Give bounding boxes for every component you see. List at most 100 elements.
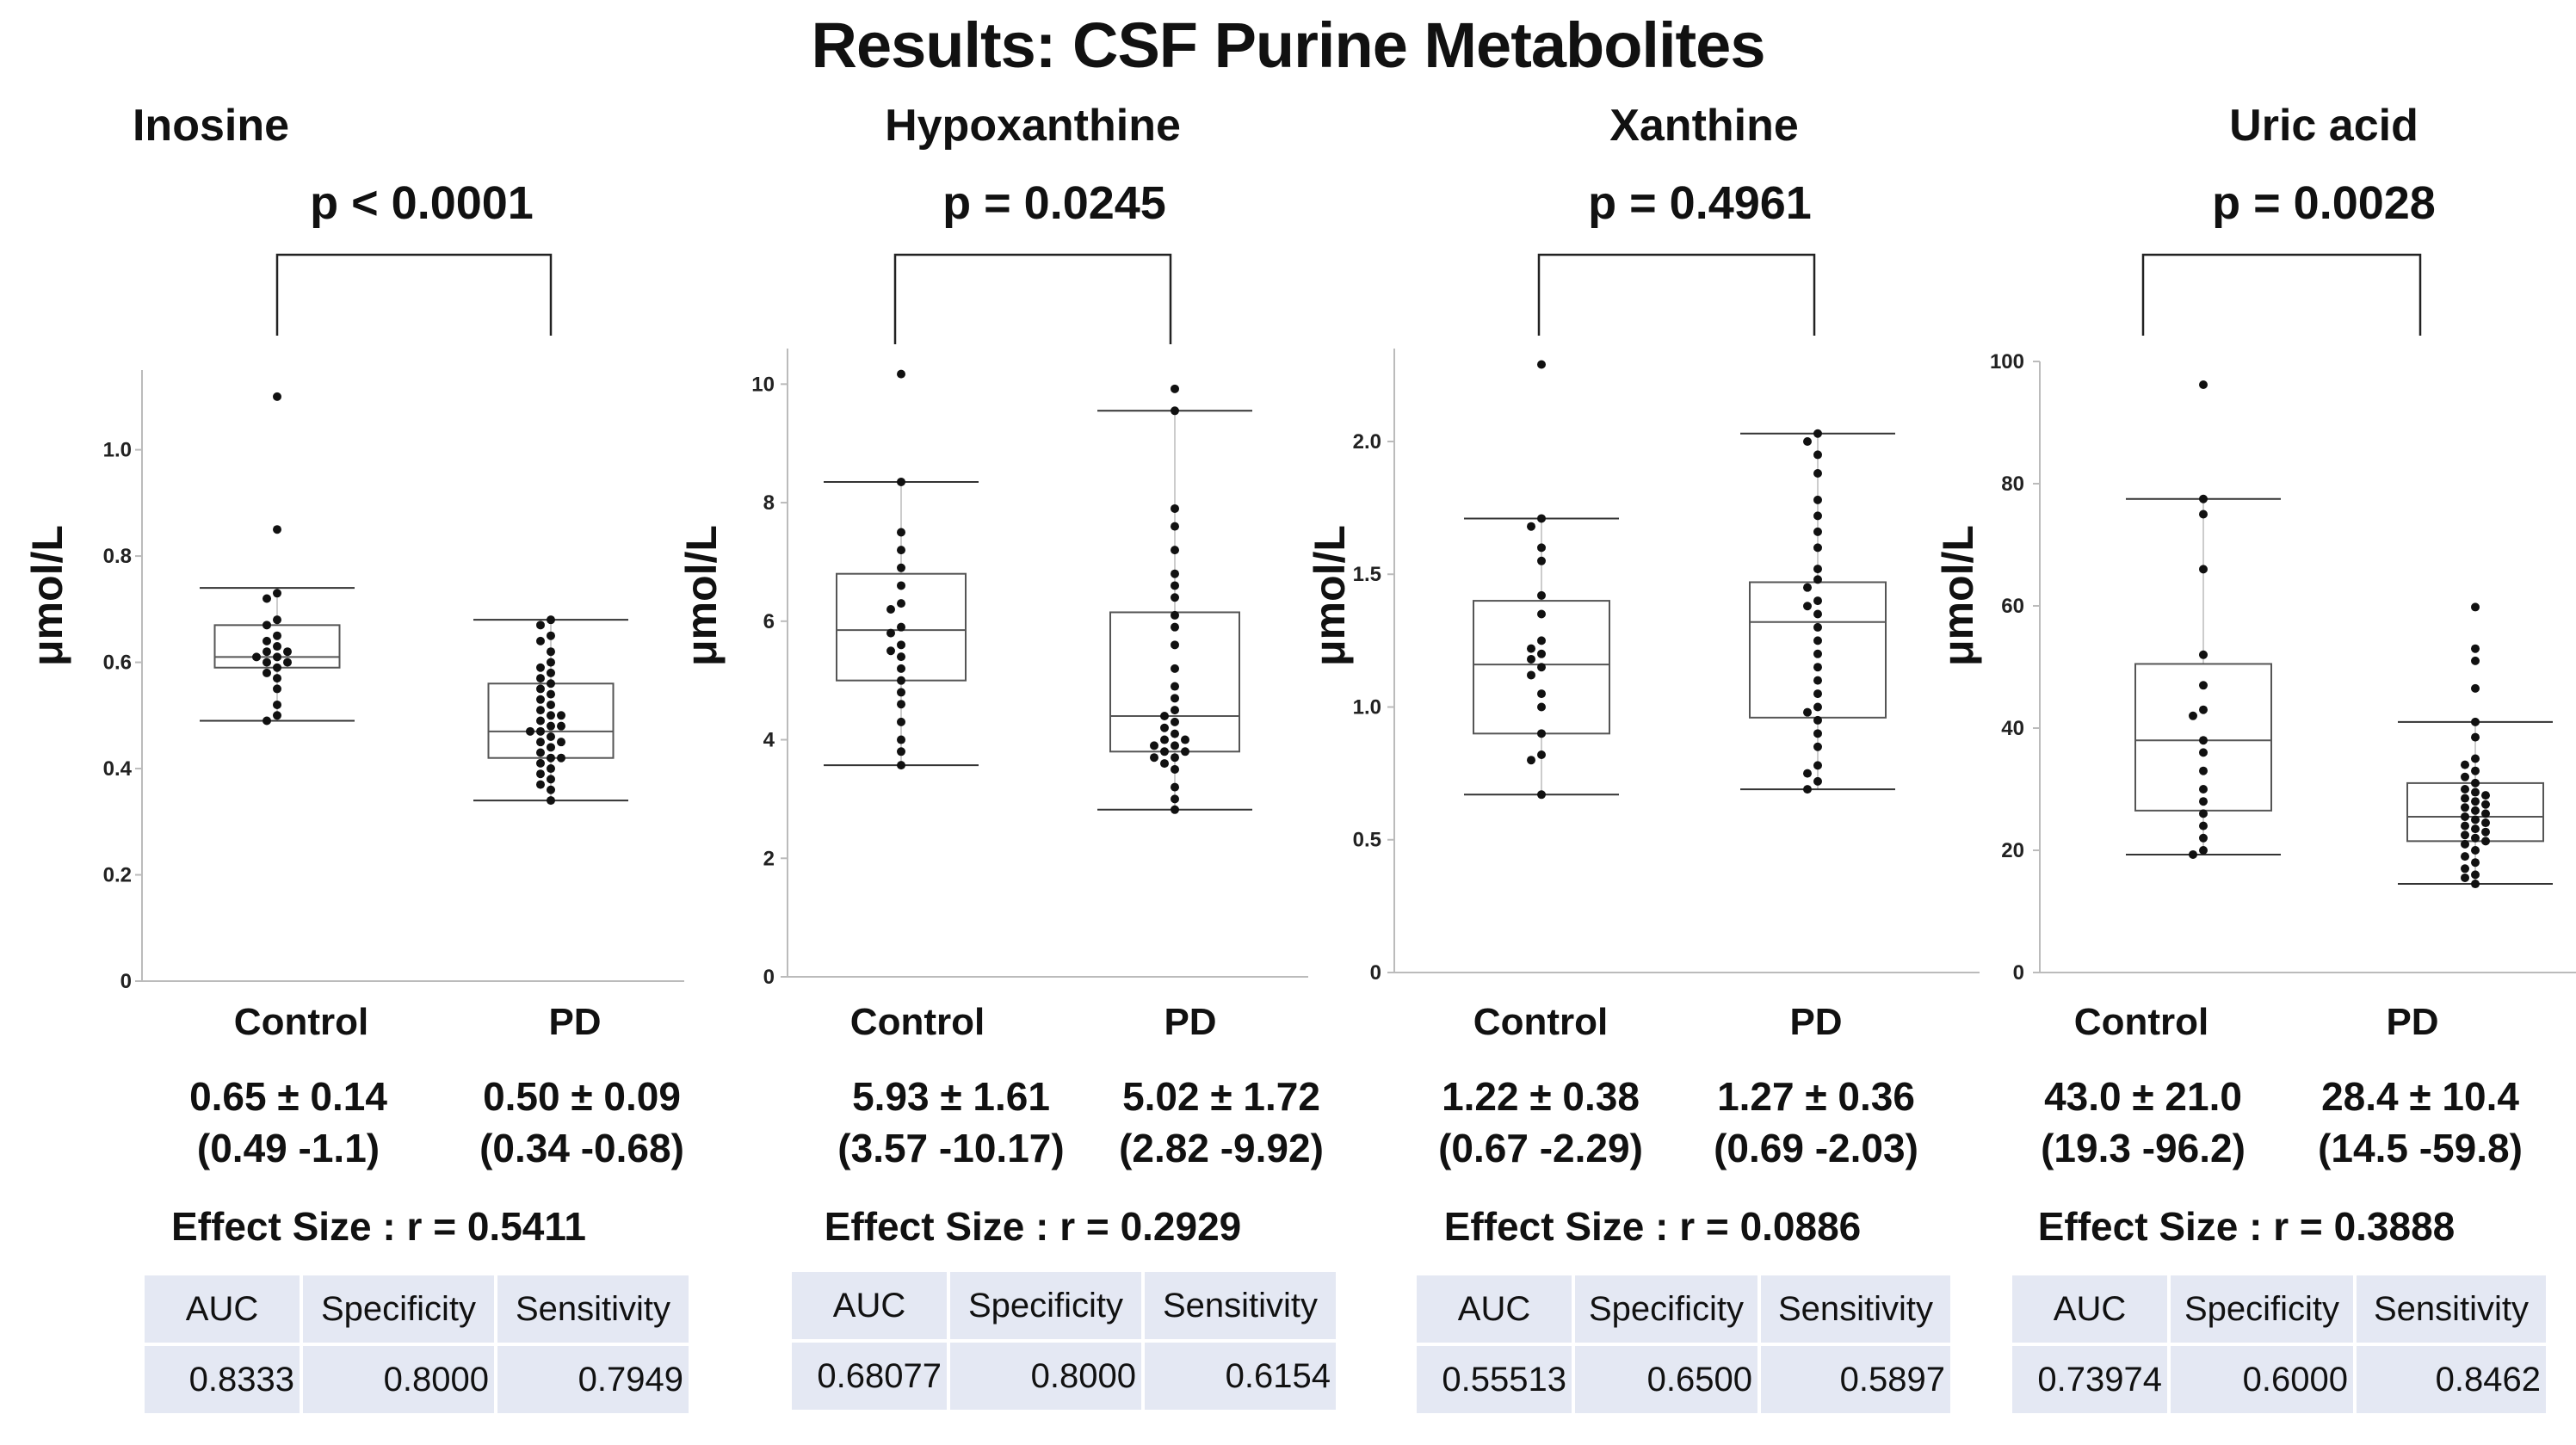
- data-point: [273, 525, 281, 534]
- panel-hypoxanthine: Hypoxanthine p = 0.0245 0 2 4 6 8 10 μmol/L C…: [663, 0, 1351, 1445]
- data-point: [1171, 682, 1179, 691]
- data-point: [2481, 800, 2490, 809]
- y-tick-label: 10: [751, 373, 775, 396]
- mean-sd-control: 43.0 ± 21.0: [2044, 1074, 2242, 1119]
- data-point: [2199, 705, 2208, 714]
- mean-sd-control: 0.65 ± 0.14: [189, 1074, 387, 1119]
- data-point: [547, 764, 555, 774]
- specificity-header: Specificity: [303, 1275, 494, 1343]
- data-point: [2471, 870, 2480, 880]
- data-point: [2471, 797, 2480, 806]
- data-point: [1537, 360, 1546, 369]
- data-point: [1537, 729, 1546, 738]
- data-point: [2189, 849, 2197, 859]
- panel-uric-acid: Uric acid p = 0.0028 0 20 40 60 80 100 μmol/L…: [1919, 0, 2576, 1445]
- box-plot-uric-acid: 0 20 40 60 80 100: [1990, 253, 2576, 985]
- data-point: [263, 658, 271, 667]
- mean-sd-pd: 1.27 ± 0.36: [1717, 1074, 1915, 1119]
- data-point: [547, 658, 555, 667]
- stat-control: 43.0 ± 21.0 (19.3 -96.2): [1997, 1071, 2289, 1174]
- data-point: [2471, 806, 2480, 815]
- page-title: Results: CSF Purine Metabolites: [811, 9, 1766, 81]
- data-point: [1537, 702, 1546, 712]
- y-tick-label: 100: [1990, 350, 2024, 374]
- p-value: p = 0.0245: [942, 177, 1166, 229]
- specificity-value: 0.6500: [1575, 1346, 1757, 1413]
- data-point: [2461, 794, 2469, 803]
- data-point: [1527, 654, 1535, 664]
- metabolite-title: Xanthine: [1609, 101, 1799, 151]
- data-point: [886, 628, 895, 638]
- specificity-value: 0.8000: [950, 1343, 1141, 1410]
- data-point: [1813, 702, 1822, 712]
- data-point: [1537, 689, 1546, 699]
- data-point: [547, 743, 555, 752]
- y-tick-label: 1.0: [103, 439, 132, 462]
- data-point: [1171, 593, 1179, 602]
- data-point: [1171, 782, 1179, 792]
- data-point: [1171, 729, 1179, 738]
- data-point: [2481, 827, 2490, 837]
- stat-control: 0.65 ± 0.14 (0.49 -1.1): [142, 1071, 435, 1174]
- effect-size: Effect Size : r = 0.2929: [824, 1204, 1242, 1249]
- data-point: [1171, 764, 1179, 774]
- data-point: [1803, 707, 1812, 717]
- data-point: [1171, 610, 1179, 620]
- y-tick-label: 0.2: [103, 864, 132, 887]
- data-point: [283, 658, 292, 667]
- data-point: [1171, 569, 1179, 578]
- sensitivity-header: Sensitivity: [497, 1275, 689, 1343]
- data-point: [263, 668, 271, 677]
- data-point: [2471, 766, 2480, 775]
- data-point: [897, 676, 905, 685]
- data-point: [1171, 706, 1179, 715]
- metrics-table: AUC Specificity Sensitivity 0.8333 0.800…: [141, 1272, 692, 1417]
- data-point: [1171, 406, 1179, 416]
- data-point: [1171, 640, 1179, 650]
- data-point: [1803, 436, 1812, 446]
- data-point: [1181, 747, 1189, 756]
- mean-sd-control: 5.93 ± 1.61: [852, 1074, 1050, 1119]
- data-point: [1171, 753, 1179, 763]
- data-point: [1527, 756, 1535, 765]
- data-point: [557, 753, 565, 763]
- data-point: [886, 605, 895, 614]
- y-tick-label: 2: [763, 847, 775, 870]
- p-value: p = 0.0028: [2212, 177, 2436, 229]
- data-point: [1813, 663, 1822, 672]
- data-point: [536, 674, 545, 683]
- data-point: [1150, 753, 1158, 763]
- group-label-pd: PD: [2386, 1001, 2439, 1043]
- y-axis-label: μmol/L: [23, 525, 71, 666]
- data-point: [1171, 794, 1179, 804]
- auc-value: 0.73974: [2012, 1346, 2167, 1413]
- data-point: [2199, 797, 2208, 806]
- group-label-control: Control: [1473, 1001, 1609, 1043]
- range-control: (0.67 -2.29): [1438, 1126, 1643, 1170]
- data-point: [536, 748, 545, 757]
- data-point: [1813, 636, 1822, 645]
- data-point: [2199, 380, 2208, 389]
- data-point: [1171, 522, 1179, 531]
- data-point: [897, 652, 905, 662]
- data-point: [2481, 818, 2490, 828]
- data-point: [1813, 527, 1822, 536]
- auc-header: AUC: [2012, 1275, 2167, 1343]
- metrics-table: AUC Specificity Sensitivity 0.68077 0.80…: [788, 1269, 1339, 1413]
- data-point: [547, 700, 555, 709]
- data-point: [2199, 809, 2208, 818]
- data-point: [536, 780, 545, 789]
- data-point: [897, 369, 905, 379]
- data-point: [1171, 805, 1179, 814]
- data-point: [2471, 815, 2480, 824]
- data-point: [2199, 766, 2208, 775]
- data-point: [2471, 858, 2480, 868]
- data-point: [897, 563, 905, 572]
- data-point: [1803, 785, 1812, 794]
- data-point: [1813, 689, 1822, 699]
- data-point: [2461, 873, 2469, 882]
- mean-sd-control: 1.22 ± 0.38: [1442, 1074, 1640, 1119]
- data-point: [1537, 636, 1546, 645]
- data-point: [547, 732, 555, 741]
- data-point: [547, 785, 555, 794]
